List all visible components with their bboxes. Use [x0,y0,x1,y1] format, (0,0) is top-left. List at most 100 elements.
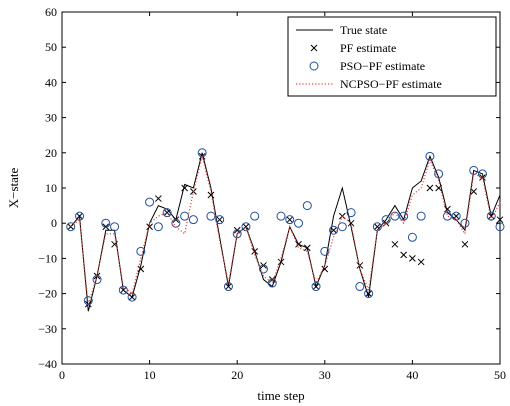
y-tick-label: 50 [45,40,57,54]
pso-pf-estimate-point [206,211,216,221]
pf-estimate-point [76,212,83,220]
pso-pf-estimate-point [337,222,347,232]
pf-estimate-point [321,265,329,273]
y-tick-label: 30 [45,111,57,125]
pso-pf-estimate-point [267,278,277,288]
pso-pf-estimate-point [223,282,233,292]
pso-pf-estimate-point [416,211,426,221]
pf-estimate-point [225,283,232,290]
pso-pf-estimate-point [381,215,391,225]
legend-pf-x-icon [310,44,318,52]
pso-pf-estimate-point [110,222,120,232]
pf-estimate-point [286,216,294,224]
pso-pf-estimate-point [477,169,487,179]
pf-estimate-point [295,240,302,248]
y-tick-label: 40 [45,75,57,89]
pf-estimate-point [470,188,478,195]
x-tick-label: 50 [494,368,506,382]
pf-estimate-point [163,209,171,216]
pso-pf-estimate-point [92,275,102,285]
y-tick-label: 60 [45,5,57,19]
series-layer [66,148,505,312]
pf-estimate-point [155,195,162,202]
pso-pf-estimate-point [101,218,111,228]
pso-pf-estimate-point [162,208,172,218]
y-tick-label: 0 [51,216,57,230]
legend-pso-pf-marker [309,61,319,71]
pf-estimate-point [391,240,399,248]
pso-pf-estimate-point [346,208,356,218]
x-tick-label: 10 [144,368,156,382]
pso-pf-estimate-point [407,232,417,242]
pf-estimate-point [426,184,434,192]
pso-pf-estimate-point [258,264,268,274]
pf-estimate-point [365,290,372,297]
y-tick-label: 10 [45,181,57,195]
legend-ncpso-pf-label: NCPSO−PF estimate [340,77,442,91]
pf-estimate-point [330,226,337,234]
pso-pf-estimate-point [136,246,146,256]
pso-pf-estimate-point [276,211,286,221]
pso-pf-estimate-point [153,222,163,232]
legend: True state PF estimate PSO−PF estimate N… [287,16,497,97]
pso-pf-estimate-point [294,218,304,228]
pf-estimate-point [452,212,460,220]
legend-pf-marker [310,44,318,52]
pso-pf-estimate-point [320,246,330,256]
x-axis-label: time step [257,388,304,403]
pf-estimate-point [312,283,320,290]
pso-pf-estimate-point [302,201,312,211]
pf-estimate-point [119,286,127,294]
legend-true-state-label: True state [340,23,387,37]
pf-estimate-point [417,258,425,266]
pf-estimate-point [216,216,224,224]
x-tick-label: 20 [231,368,243,382]
pso-pf-estimate-point [66,222,76,232]
pf-estimate-point [444,205,451,213]
pf-estimate-point [207,191,215,199]
x-tick-label: 40 [406,368,418,382]
y-axis-label: X−state [6,168,21,209]
pso-pf-estimate-point [75,211,85,221]
pf-estimate-point [181,184,188,192]
tick-layer: 0 10 20 30 40 50 −40 −30 −20 −10 0 10 20 30 40 50 60 [38,5,506,382]
y-tick-label: 20 [45,146,57,160]
pf-estimate-point [400,251,407,259]
y-tick-label: −30 [38,322,57,336]
pf-estimate-point [303,244,311,252]
series-pf-estimate [67,152,504,308]
pf-estimate-point [347,219,355,227]
pso-pf-estimate-point [460,218,470,228]
pso-pf-estimate-point [232,229,242,239]
x-tick-label: 0 [59,368,65,382]
pso-pf-estimate-point [145,197,155,207]
pf-estimate-point [461,240,469,248]
pso-pf-estimate-point [285,215,295,225]
series-ncpso-pf-estimate [70,156,501,305]
pso-pf-estimate-point [250,211,260,221]
pso-pf-estimate-point [399,211,409,221]
legend-pso-pf-label: PSO−PF estimate [340,59,425,73]
pf-estimate-point [487,212,495,220]
pso-pf-estimate-point [83,296,93,306]
pso-pf-estimate-point [241,222,251,232]
pf-estimate-point [146,223,153,231]
y-tick-label: −40 [38,357,57,371]
pso-pf-estimate-point [442,211,452,221]
pf-estimate-point [409,255,416,262]
ncpso-pf-estimate-line [70,156,501,305]
pf-estimate-point [356,262,364,269]
pso-pf-estimate-point [355,282,365,292]
y-tick-label: −10 [38,251,57,265]
pso-pf-estimate-point [451,211,461,221]
pso-pf-estimate-point [434,169,444,179]
y-tick-label: −20 [38,287,57,301]
pso-pf-estimate-point [311,282,321,292]
pso-pf-estimate-point [329,225,339,235]
pf-estimate-point [496,216,504,224]
pso-pf-estimate-point [469,165,479,175]
pso-pf-estimate-point [188,215,198,225]
pso-pf-estimate-point [127,292,137,302]
legend-pf-label: PF estimate [340,41,396,55]
